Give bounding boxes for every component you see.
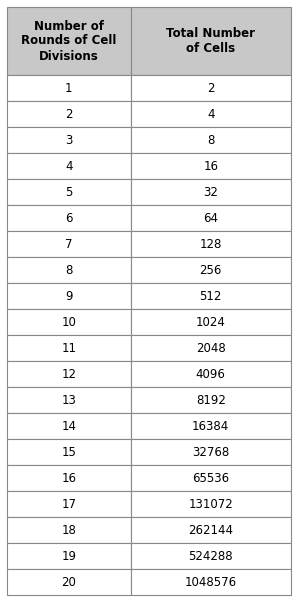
Text: 17: 17 bbox=[61, 497, 76, 510]
Bar bbox=[131, 75, 291, 101]
Bar bbox=[7, 361, 131, 387]
Text: 5: 5 bbox=[65, 185, 72, 199]
Text: 524288: 524288 bbox=[188, 550, 233, 562]
Bar bbox=[131, 127, 291, 153]
Text: 1048576: 1048576 bbox=[185, 576, 237, 589]
Text: Total Number
of Cells: Total Number of Cells bbox=[166, 27, 255, 55]
Text: 20: 20 bbox=[61, 576, 76, 589]
Text: 128: 128 bbox=[200, 238, 222, 250]
Text: 16: 16 bbox=[203, 160, 218, 173]
Bar bbox=[7, 153, 131, 179]
Text: 4: 4 bbox=[65, 160, 72, 173]
Text: 10: 10 bbox=[61, 315, 76, 329]
Bar bbox=[7, 179, 131, 205]
Text: 262144: 262144 bbox=[188, 524, 233, 536]
Bar bbox=[131, 335, 291, 361]
Text: 2: 2 bbox=[207, 81, 215, 95]
Bar bbox=[7, 75, 131, 101]
Bar bbox=[131, 439, 291, 465]
Bar bbox=[131, 387, 291, 413]
Text: 13: 13 bbox=[61, 394, 76, 406]
Text: 16: 16 bbox=[61, 471, 76, 485]
Bar bbox=[131, 543, 291, 569]
Text: 131072: 131072 bbox=[188, 497, 233, 510]
Bar bbox=[7, 569, 131, 595]
Text: 11: 11 bbox=[61, 341, 76, 355]
Bar bbox=[7, 465, 131, 491]
Text: 512: 512 bbox=[200, 290, 222, 302]
Text: 7: 7 bbox=[65, 238, 72, 250]
Bar bbox=[131, 231, 291, 257]
Text: 12: 12 bbox=[61, 367, 76, 380]
Bar bbox=[131, 101, 291, 127]
Text: 64: 64 bbox=[203, 211, 218, 225]
Bar bbox=[7, 439, 131, 465]
Bar bbox=[7, 283, 131, 309]
Text: 1024: 1024 bbox=[196, 315, 226, 329]
Bar bbox=[7, 543, 131, 569]
Text: 9: 9 bbox=[65, 290, 72, 302]
Text: 4: 4 bbox=[207, 108, 215, 120]
Text: 3: 3 bbox=[65, 134, 72, 146]
Text: 65536: 65536 bbox=[192, 471, 229, 485]
Bar bbox=[131, 309, 291, 335]
Text: 32768: 32768 bbox=[192, 445, 229, 459]
Text: 8192: 8192 bbox=[196, 394, 226, 406]
Bar bbox=[7, 335, 131, 361]
Bar bbox=[7, 101, 131, 127]
Text: 1: 1 bbox=[65, 81, 72, 95]
Text: 4096: 4096 bbox=[196, 367, 226, 380]
Text: 14: 14 bbox=[61, 420, 76, 432]
Text: 18: 18 bbox=[61, 524, 76, 536]
Bar bbox=[7, 517, 131, 543]
Bar bbox=[131, 179, 291, 205]
Text: 8: 8 bbox=[207, 134, 215, 146]
Bar bbox=[131, 153, 291, 179]
Bar bbox=[7, 127, 131, 153]
Bar bbox=[131, 517, 291, 543]
Bar bbox=[7, 387, 131, 413]
Text: 8: 8 bbox=[65, 264, 72, 276]
Bar bbox=[7, 257, 131, 283]
Bar bbox=[7, 231, 131, 257]
Bar bbox=[131, 361, 291, 387]
Text: 32: 32 bbox=[203, 185, 218, 199]
Bar bbox=[7, 491, 131, 517]
Bar bbox=[131, 7, 291, 75]
Text: 2: 2 bbox=[65, 108, 72, 120]
Bar bbox=[7, 7, 131, 75]
Bar bbox=[7, 309, 131, 335]
Bar bbox=[131, 283, 291, 309]
Bar bbox=[131, 257, 291, 283]
Text: Number of
Rounds of Cell
Divisions: Number of Rounds of Cell Divisions bbox=[21, 19, 117, 63]
Bar bbox=[131, 465, 291, 491]
Text: 256: 256 bbox=[200, 264, 222, 276]
Bar bbox=[131, 491, 291, 517]
Bar bbox=[7, 205, 131, 231]
Text: 19: 19 bbox=[61, 550, 76, 562]
Text: 16384: 16384 bbox=[192, 420, 229, 432]
Text: 15: 15 bbox=[61, 445, 76, 459]
Bar bbox=[7, 413, 131, 439]
Text: 2048: 2048 bbox=[196, 341, 226, 355]
Text: 6: 6 bbox=[65, 211, 72, 225]
Bar bbox=[131, 569, 291, 595]
Bar bbox=[131, 413, 291, 439]
Bar bbox=[131, 205, 291, 231]
